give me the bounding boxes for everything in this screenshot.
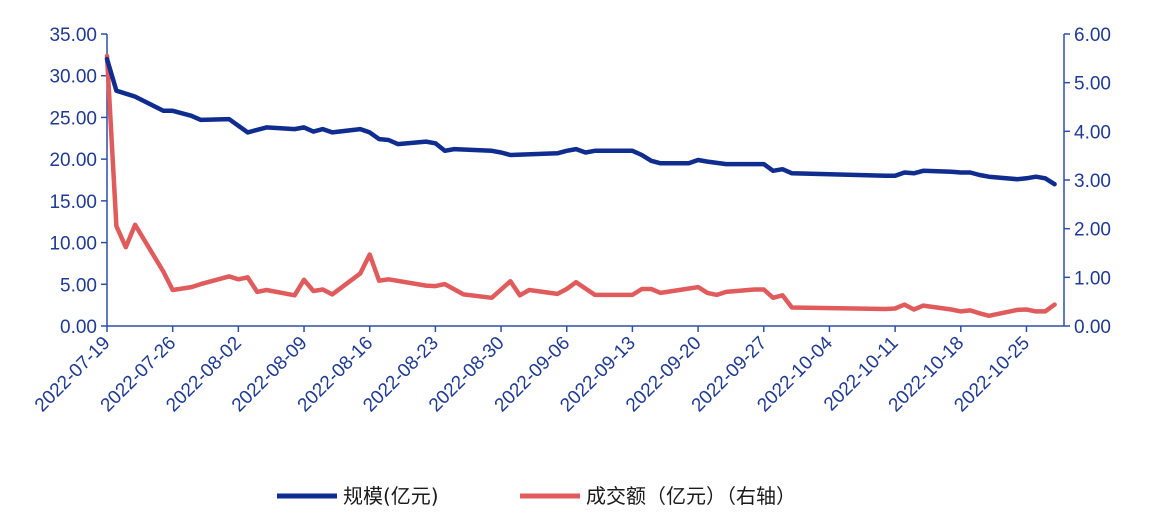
chart-series-layer [104, 53, 1057, 319]
legend-label-scale: 规模(亿元) [343, 484, 439, 508]
left-tick-label: 25.00 [49, 108, 97, 129]
right-tick-label: 0.00 [1074, 317, 1111, 338]
right-tick-label: 2.00 [1074, 220, 1111, 241]
right-tick-label: 3.00 [1074, 171, 1111, 192]
right-tick-label: 1.00 [1074, 268, 1111, 289]
right-tick-label: 6.00 [1074, 25, 1111, 46]
left-tick-label: 0.00 [60, 317, 97, 338]
left-tick-label: 10.00 [49, 234, 97, 255]
left-tick-label: 5.00 [60, 275, 97, 296]
left-tick-label: 20.00 [49, 150, 97, 171]
series-line-turnover [104, 53, 1057, 319]
legend-label-turnover: 成交额（亿元）（右轴） [586, 484, 796, 508]
chart-legend: 规模(亿元) 成交额（亿元）（右轴） [277, 484, 796, 508]
right-tick-label: 5.00 [1074, 74, 1111, 95]
right-tick-label: 4.00 [1074, 122, 1111, 143]
series-line-scale [104, 56, 1057, 187]
chart-axes: 0.00 5.00 10.00 15.00 20.00 25.00 30.00 35.00 0.… [31, 25, 1111, 416]
left-tick-label: 15.00 [49, 192, 97, 213]
left-tick-label: 35.00 [49, 25, 97, 46]
left-tick-label: 30.00 [49, 67, 97, 88]
